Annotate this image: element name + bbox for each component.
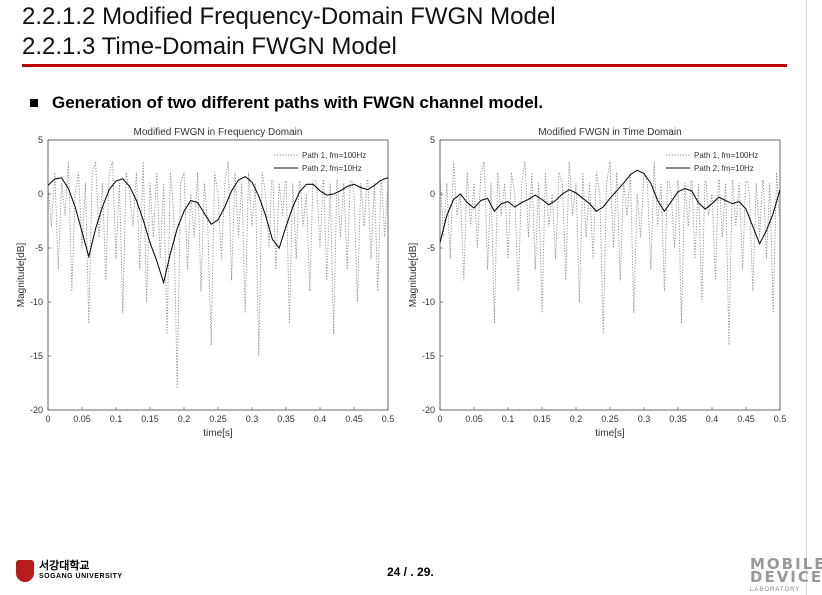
series-line-2 <box>48 176 388 285</box>
y-tick-label: 0 <box>38 189 43 199</box>
legend-box <box>270 148 382 180</box>
y-axis-label: Magnitude[dB] <box>16 243 27 308</box>
x-tick-label: 0.2 <box>178 414 191 424</box>
y-tick-label: 5 <box>38 135 43 145</box>
x-tick-label: 0.25 <box>601 414 619 424</box>
title-underline <box>22 64 787 67</box>
x-tick-label: 0.35 <box>669 414 687 424</box>
x-tick-label: 0.3 <box>246 414 259 424</box>
legend-box <box>662 148 774 180</box>
x-tick-label: 0.45 <box>345 414 363 424</box>
y-tick-label: -10 <box>422 297 435 307</box>
x-tick-label: 0.4 <box>314 414 327 424</box>
x-tick-label: 0.1 <box>110 414 123 424</box>
plot-area <box>439 139 781 411</box>
y-tick-label: -20 <box>422 405 435 415</box>
lab-logo-line-2: DEVICE <box>750 568 822 586</box>
x-tick-label: 0.25 <box>209 414 227 424</box>
slide-title: 2.2.1.2 Modified Frequency-Domain FWGN M… <box>22 2 787 62</box>
x-tick-label: 0.15 <box>141 414 159 424</box>
legend-label: Path 1, fm=100Hz <box>302 151 366 160</box>
x-tick-label: 0.45 <box>737 414 755 424</box>
chart-frequency-domain: 0 0.05 0.1 0.15 0.2 0.25 0.3 0.35 0.4 0.45 0.5 5 0 -5… <box>16 127 394 439</box>
university-name-english: SOGANG UNIVERSITY <box>39 573 123 580</box>
y-tick-label: -15 <box>30 351 43 361</box>
legend-label: Path 1, fm=100Hz <box>694 151 758 160</box>
x-tick-label: 0 <box>437 414 442 424</box>
x-tick-label: 0.5 <box>382 414 395 424</box>
y-tick-label: 0 <box>430 189 435 199</box>
x-tick-label: 0.05 <box>73 414 91 424</box>
y-tick-label: -5 <box>427 243 435 253</box>
university-logo: 서강대학교 SOGANG UNIVERSITY <box>16 560 123 582</box>
y-tick-label: -10 <box>30 297 43 307</box>
charts-canvas: 0 0.05 0.1 0.15 0.2 0.25 0.3 0.35 0.4 0.45 0.550-5… <box>16 127 786 439</box>
title-line-1: 2.2.1.2 Modified Frequency-Domain FWGN M… <box>22 3 556 30</box>
x-tick-label: 0 <box>45 414 50 424</box>
chart-time-domain: 0 0.05 0.1 0.15 0.2 0.25 0.3 0.35 0.4 0.45 0.5 5 0 -5… <box>408 127 786 439</box>
square-bullet-icon <box>30 99 38 107</box>
chart-title: Modified FWGN in Frequency Domain <box>134 127 303 138</box>
y-tick-label: 5 <box>430 135 435 145</box>
y-tick-label: -20 <box>30 405 43 415</box>
y-tick-label: -15 <box>422 351 435 361</box>
university-name-korean: 서강대학교 <box>39 559 90 572</box>
x-tick-label: 0.3 <box>638 414 651 424</box>
title-line-2: 2.2.1.3 Time-Domain FWGN Model <box>22 33 397 60</box>
x-tick-label: 0.35 <box>277 414 295 424</box>
x-tick-label: 0.05 <box>465 414 483 424</box>
chart-title: Modified FWGN in Time Domain <box>538 127 681 138</box>
series-line-2 <box>440 169 780 246</box>
legend-label: Path 2, fm=10Hz <box>302 164 362 173</box>
slide-edge-rule <box>806 0 807 595</box>
page-number: 24 / . 29. <box>387 565 434 579</box>
series-line-1 <box>48 161 388 389</box>
x-tick-label: 0.1 <box>502 414 515 424</box>
lab-logo-subtitle: LABORATORY <box>750 587 801 593</box>
x-axis-label: time[s] <box>203 428 233 439</box>
x-axis-label: time[s] <box>595 428 625 439</box>
university-crest-icon <box>16 560 34 582</box>
lab-logo-line-1: MOBILE <box>750 555 822 573</box>
x-tick-label: 0.4 <box>706 414 719 424</box>
x-tick-label: 0.5 <box>774 414 787 424</box>
bullet-item: Generation of two different paths with F… <box>30 93 543 113</box>
y-axis-label: Magnitude[dB] <box>408 243 419 308</box>
legend-label: Path 2, fm=10Hz <box>694 164 754 173</box>
x-tick-label: 0.2 <box>570 414 583 424</box>
lab-logo: MOBILE DEVICE <box>750 555 822 586</box>
plot-area <box>47 139 389 411</box>
y-tick-label: -5 <box>35 243 43 253</box>
bullet-text: Generation of two different paths with F… <box>52 93 544 112</box>
x-tick-label: 0.15 <box>533 414 551 424</box>
